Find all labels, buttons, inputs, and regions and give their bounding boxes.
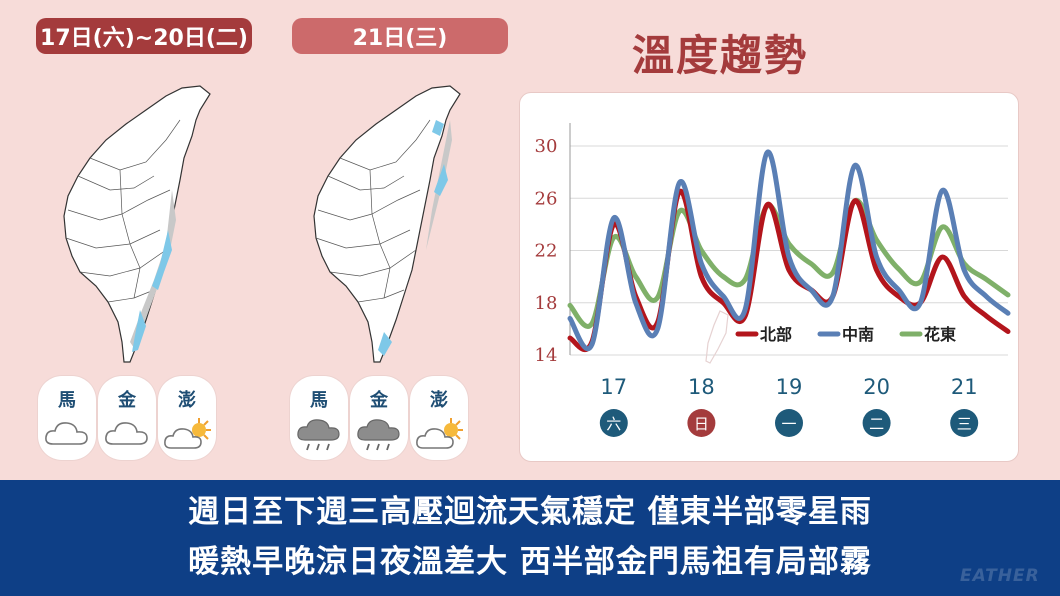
weekday-badge bbox=[950, 409, 979, 437]
taiwan-map-right bbox=[313, 85, 461, 363]
partly-sunny-icon bbox=[416, 418, 463, 449]
weekday-label: 二 bbox=[869, 415, 884, 433]
legend: 北部 中南 花東 bbox=[735, 325, 956, 344]
watermark: EATHER bbox=[960, 566, 1040, 586]
legend-label: 花東 bbox=[924, 325, 956, 344]
grid bbox=[569, 123, 1008, 356]
legend-label: 北部 bbox=[760, 325, 792, 344]
weekday-label: 日 bbox=[694, 415, 709, 433]
weekday-badge bbox=[687, 409, 716, 437]
island-label: 金 bbox=[118, 390, 136, 411]
taiwan-map-left bbox=[63, 85, 211, 363]
y-tick-label: 14 bbox=[535, 345, 558, 366]
island-label: 澎 bbox=[430, 390, 448, 411]
taiwan-outline-decor bbox=[705, 310, 729, 364]
single-date-label: 21日(三) bbox=[292, 18, 508, 54]
cloud-icon bbox=[45, 422, 88, 445]
x-tick-label: 19 bbox=[776, 375, 803, 399]
chart-panel: 14 18 22 26 30 北部 中南 花東 17 六 18 日 19 一 20 二 21 三 bbox=[519, 92, 1019, 462]
x-tick-label: 17 bbox=[600, 375, 627, 399]
y-tick-label: 18 bbox=[535, 293, 558, 314]
rain-cloud-icon bbox=[357, 419, 400, 451]
x-tick-label: 18 bbox=[688, 375, 715, 399]
series bbox=[567, 149, 1011, 352]
weather-card-kinmen: 金 bbox=[98, 376, 156, 460]
cloud-icon bbox=[105, 422, 148, 445]
island-label: 金 bbox=[370, 390, 388, 411]
temperature-chart: 14 18 22 26 30 北部 中南 花東 17 六 18 日 19 一 20 二 21 三 bbox=[535, 123, 1011, 437]
legend-label: 中南 bbox=[842, 325, 874, 344]
rain-cloud-icon bbox=[297, 419, 340, 451]
weather-card-matsu: 馬 bbox=[38, 376, 96, 460]
island-label: 馬 bbox=[58, 390, 76, 411]
weather-card-penghu: 澎 bbox=[158, 376, 216, 460]
chart-title: 溫度趨勢 bbox=[632, 31, 809, 80]
partly-sunny-icon bbox=[164, 418, 211, 449]
island-label: 馬 bbox=[310, 390, 328, 411]
headline-line-2: 暖熱早晚涼日夜溫差大 西半部金門馬祖有局部霧 bbox=[188, 544, 872, 580]
x-tick-label: 21 bbox=[951, 375, 978, 399]
weekday-label: 六 bbox=[606, 415, 621, 433]
weekday-badge bbox=[862, 409, 891, 437]
x-tick-label: 20 bbox=[863, 375, 890, 399]
weather-card-matsu: 馬 bbox=[290, 376, 348, 460]
weekday-badge bbox=[775, 409, 803, 437]
island-label: 澎 bbox=[178, 390, 196, 411]
weather-card-kinmen: 金 bbox=[350, 376, 408, 460]
headline-line-1: 週日至下週三高壓迴流天氣穩定 僅東半部零星雨 bbox=[188, 494, 872, 530]
y-tick-label: 30 bbox=[535, 136, 558, 157]
weekday-label: 三 bbox=[957, 415, 972, 433]
series-line-2 bbox=[567, 149, 1011, 352]
headline-banner bbox=[0, 480, 1060, 596]
weekday-label: 一 bbox=[781, 415, 796, 433]
y-tick-label: 26 bbox=[535, 188, 558, 209]
y-tick-label: 22 bbox=[535, 241, 558, 262]
date-range-label: 17日(六)~20日(二) bbox=[36, 18, 252, 54]
x-axis: 17 六 18 日 19 一 20 二 21 三 bbox=[599, 375, 979, 437]
weather-card-penghu: 澎 bbox=[410, 376, 468, 460]
y-axis: 14 18 22 26 30 bbox=[535, 136, 558, 366]
weekday-badge bbox=[599, 409, 628, 437]
